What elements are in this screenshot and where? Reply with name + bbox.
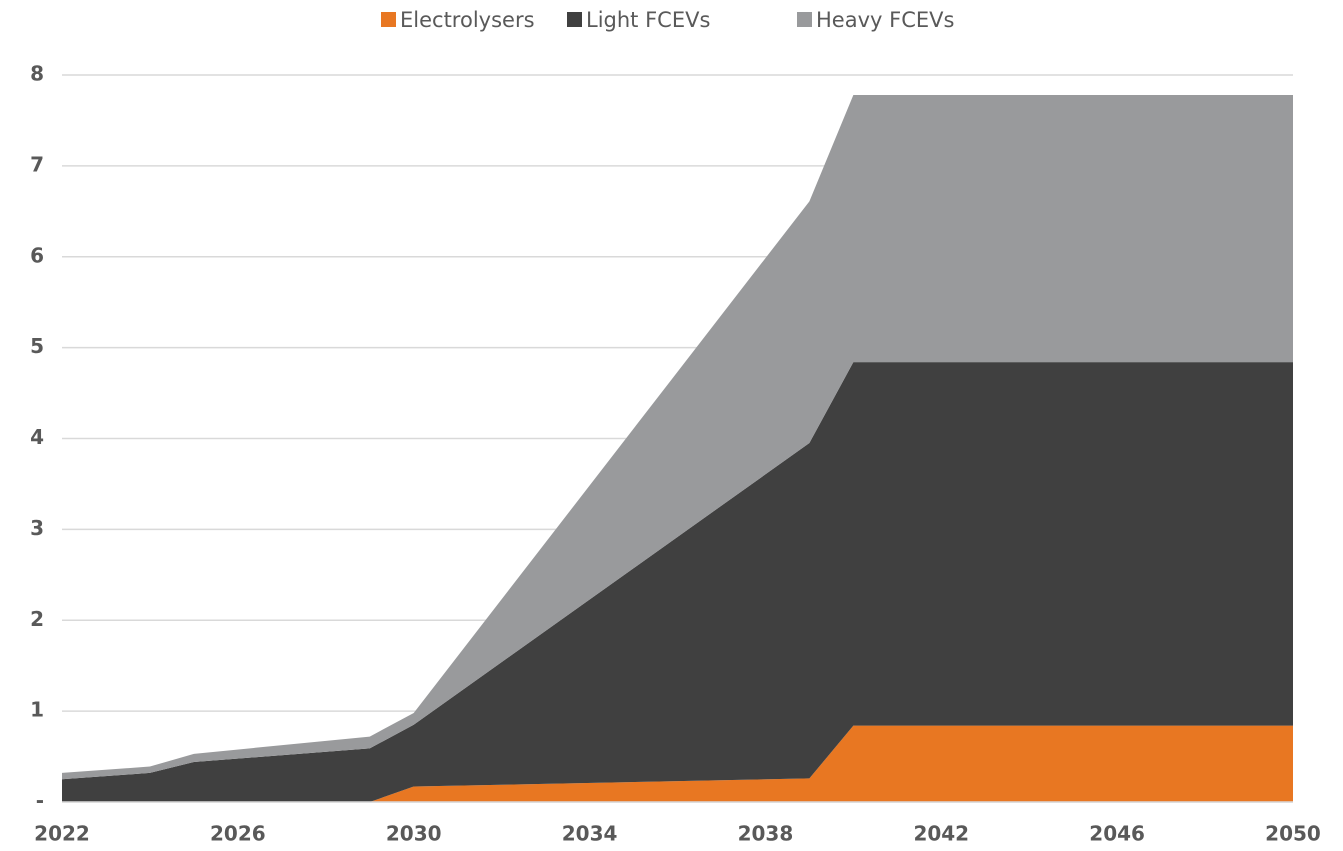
x-tick-label: 2050 <box>1265 822 1321 846</box>
legend-label: Light FCEVs <box>586 8 710 32</box>
y-tick-label: 8 <box>30 62 44 86</box>
legend-swatch <box>567 12 582 27</box>
area <box>62 94 1293 780</box>
x-tick-label: 2046 <box>1089 822 1145 846</box>
y-tick-label: 6 <box>30 243 44 267</box>
x-tick-label: 2038 <box>738 822 794 846</box>
x-tick-label: 2042 <box>913 822 969 846</box>
y-tick-label: - <box>36 789 44 813</box>
legend-swatch <box>797 12 812 27</box>
y-tick-label: 5 <box>30 334 44 358</box>
legend-swatch <box>381 12 396 27</box>
x-tick-label: 2022 <box>34 822 90 846</box>
y-tick-label: 3 <box>30 516 44 540</box>
area <box>62 725 1293 802</box>
area <box>62 362 1293 802</box>
x-tick-label: 2026 <box>210 822 266 846</box>
x-tick-label: 2030 <box>386 822 442 846</box>
y-tick-label: 1 <box>30 698 44 722</box>
x-tick-label: 2034 <box>562 822 618 846</box>
y-tick-label: 2 <box>30 607 44 631</box>
y-tick-label: 4 <box>30 425 44 449</box>
legend-label: Heavy FCEVs <box>816 8 954 32</box>
y-tick-label: 7 <box>30 152 44 176</box>
legend-label: Electrolysers <box>400 8 535 32</box>
